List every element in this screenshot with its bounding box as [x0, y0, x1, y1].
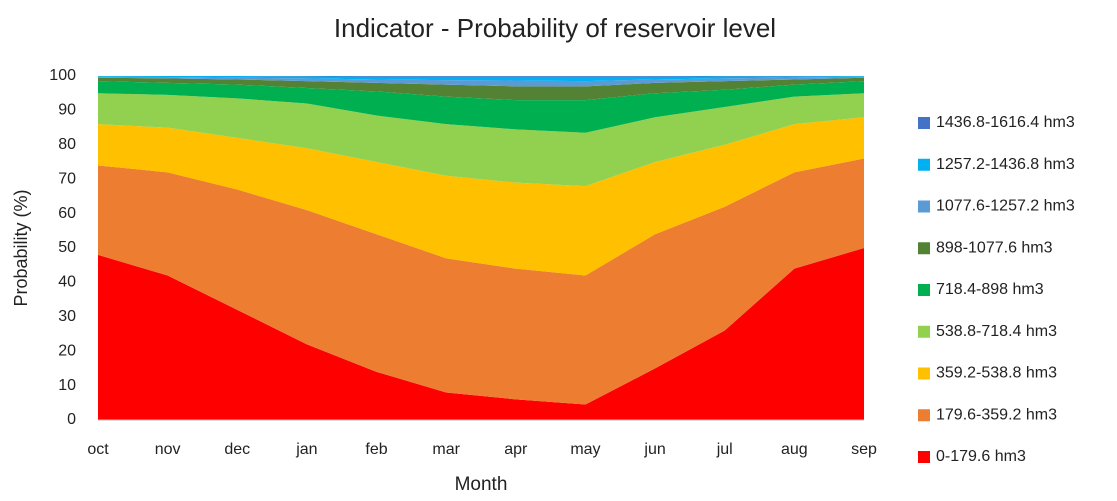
x-axis-label: Month: [455, 474, 508, 495]
y-tick-label: 50: [58, 239, 76, 256]
area: [98, 93, 864, 187]
y-axis-label: Probability (%): [11, 189, 31, 306]
x-tick-label: dec: [224, 441, 250, 458]
area: [98, 76, 864, 77]
y-tick-label: 30: [58, 308, 76, 325]
y-tick-label: 80: [58, 136, 76, 153]
legend-swatch: [918, 242, 930, 255]
x-tick-label: jul: [716, 441, 733, 458]
legend-label: 179.6-359.2 hm3: [936, 406, 1057, 423]
area: [98, 81, 864, 133]
y-tick-label: 60: [58, 205, 76, 222]
x-tick-label: jan: [295, 441, 317, 458]
legend-label: 898-1077.6 hm3: [936, 239, 1053, 256]
y-tick-label: 0: [67, 411, 76, 428]
x-tick-label: mar: [432, 441, 460, 458]
area: [98, 248, 864, 420]
legend-swatch: [918, 451, 930, 463]
area: [98, 77, 864, 101]
y-tick-label: 90: [58, 102, 76, 119]
legend-label: 718.4-898 hm3: [936, 281, 1044, 298]
x-tick-label: oct: [87, 441, 109, 458]
area: [98, 158, 864, 405]
legend-label: 1077.6-1257.2 hm3: [936, 198, 1075, 215]
x-tick-label: aug: [781, 441, 808, 458]
legend-swatch: [918, 409, 930, 422]
legend-label: 1257.2-1436.8 hm3: [936, 156, 1075, 173]
legend-swatch: [918, 325, 930, 338]
x-tick-label: nov: [155, 441, 181, 458]
y-tick-label: 20: [58, 342, 76, 359]
area: [98, 76, 864, 87]
y-tick-label: 70: [58, 170, 76, 187]
legend-swatch: [918, 200, 930, 213]
area: [98, 117, 864, 276]
legend-label: 1436.8-1616.4 hm3: [936, 114, 1075, 131]
legend-swatch: [918, 284, 930, 296]
legend-label: 538.8-718.4 hm3: [936, 323, 1057, 340]
x-tick-label: sep: [851, 441, 877, 458]
legend-label: 0-179.6 hm3: [936, 448, 1026, 465]
x-tick-label: jun: [643, 441, 665, 458]
y-tick-label: 40: [58, 274, 76, 291]
x-tick-label: apr: [504, 441, 528, 458]
x-tick-label: may: [570, 441, 600, 458]
legend-swatch: [918, 117, 930, 129]
y-tick-label: 100: [49, 67, 76, 84]
chart-title: Indicator - Probability of reservoir lev…: [334, 13, 776, 43]
legend-label: 359.2-538.8 hm3: [936, 365, 1057, 382]
legend-swatch: [918, 158, 930, 171]
x-tick-label: feb: [365, 441, 387, 458]
legend-swatch: [918, 367, 930, 380]
y-tick-label: 10: [58, 377, 76, 394]
area: [98, 76, 864, 82]
